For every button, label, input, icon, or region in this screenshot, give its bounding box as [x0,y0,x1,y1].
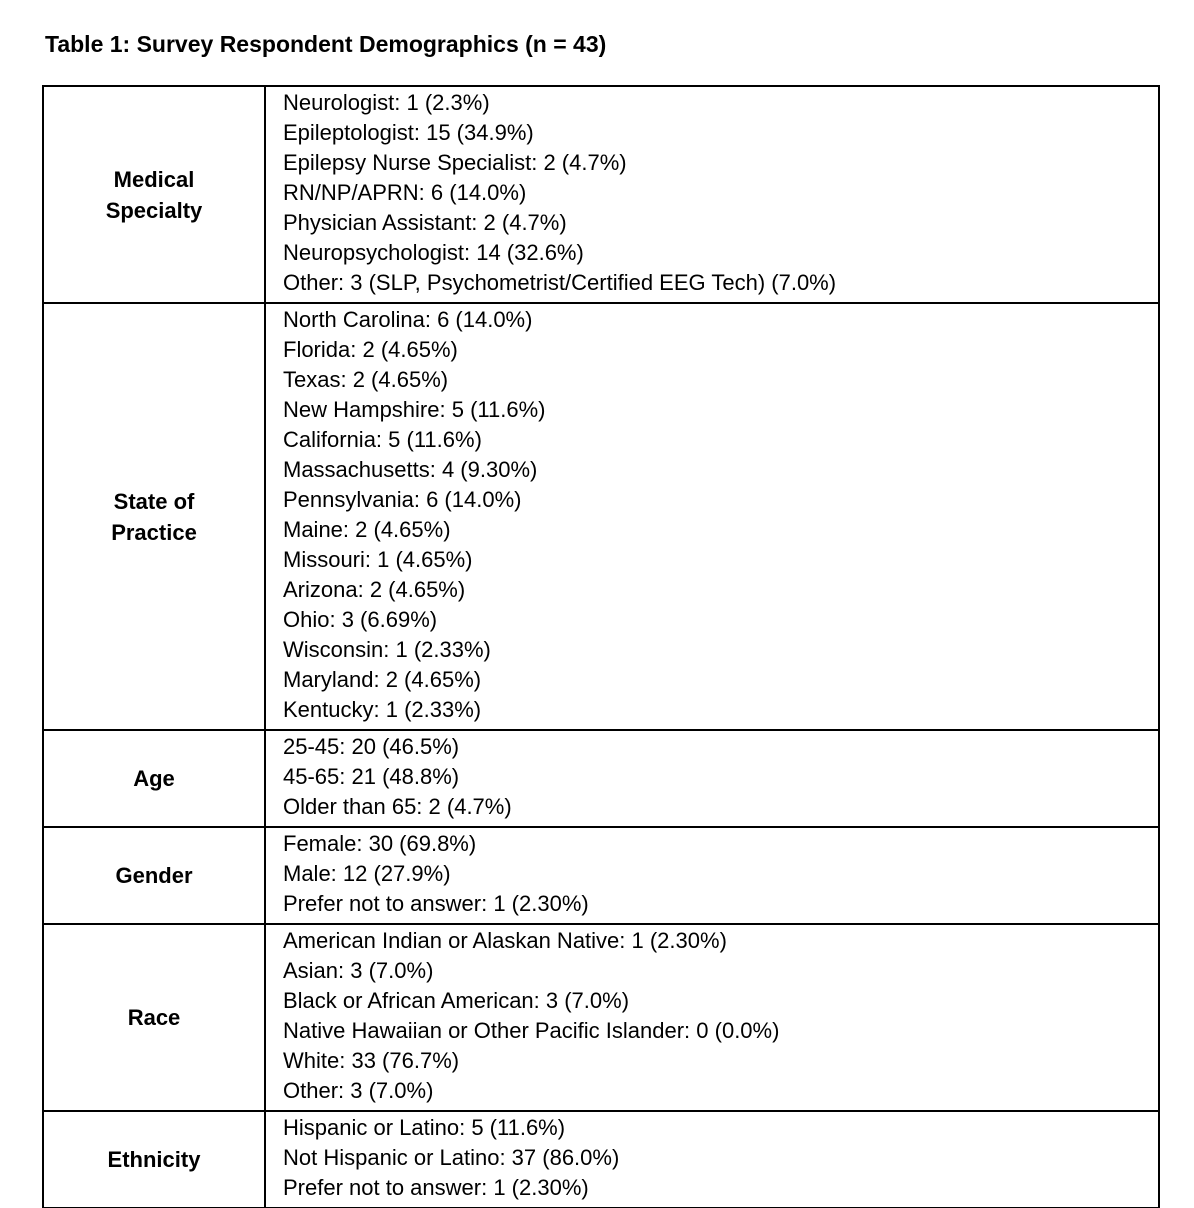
item-line: New Hampshire: 5 (11.6%) [283,397,546,422]
items-cell: North Carolina: 6 (14.0%) Florida: 2 (4.6… [264,302,1160,731]
category-cell: Gender [42,826,266,925]
items-cell: American Indian or Alaskan Native: 1 (2.… [264,923,1160,1112]
item-line: Epilepsy Nurse Specialist: 2 (4.7%) [283,150,627,175]
item-line: North Carolina: 6 (14.0%) [283,307,533,332]
item-line: Ohio: 3 (6.69%) [283,607,438,632]
table-title: Table 1: Survey Respondent Demographics … [45,31,607,57]
items-cell: 25-45: 20 (46.5%) 45-65: 21 (48.8%) Older … [264,729,1160,828]
item-line: Older than 65: 2 (4.7%) [283,794,512,819]
item-line: American Indian or Alaskan Native: 1 (2.… [283,928,727,953]
table-row: Medical Specialty Neurologist: 1 (2.3%) E… [42,85,1160,304]
item-line: Massachusetts: 4 (9.30%) [283,457,538,482]
table-row: Race American Indian or Alaskan Native: … [42,923,1160,1112]
item-line: RN/NP/APRN: 6 (14.0%) [283,180,527,205]
item-line: 25-45: 20 (46.5%) [283,734,460,759]
item-line: Maine: 2 (4.65%) [283,517,451,542]
item-line: Pennsylvania: 6 (14.0%) [283,487,522,512]
item-line: Hispanic or Latino: 5 (11.6%) [283,1115,566,1140]
item-line: Florida: 2 (4.65%) [283,337,458,362]
items-cell: Female: 30 (69.8%) Male: 12 (27.9%) Prefer… [264,826,1160,925]
category-cell: Medical Specialty [42,85,266,304]
item-line: Kentucky: 1 (2.33%) [283,697,482,722]
item-line: 45-65: 21 (48.8%) [283,764,460,789]
category-cell: Ethnicity [42,1110,266,1208]
item-line: Neurologist: 1 (2.3%) [283,90,490,115]
item-line: Maryland: 2 (4.65%) [283,667,482,692]
item-line: Female: 30 (69.8%) [283,831,477,856]
item-line: Not Hispanic or Latino: 37 (86.0%) [283,1145,620,1170]
item-line: Other: 3 (7.0%) [283,1078,434,1103]
item-line: Prefer not to answer: 1 (2.30%) [283,1175,589,1200]
item-line: Prefer not to answer: 1 (2.30%) [283,891,589,916]
item-line: Physician Assistant: 2 (4.7%) [283,210,567,235]
category-cell: State of Practice [42,302,266,731]
category-cell: Race [42,923,266,1112]
table-row: Gender Female: 30 (69.8%) Male: 12 (27.9%… [42,826,1160,925]
item-line: Epileptologist: 15 (34.9%) [283,120,534,145]
item-line: Asian: 3 (7.0%) [283,958,434,983]
item-line: Black or African American: 3 (7.0%) [283,988,630,1013]
item-line: White: 33 (76.7%) [283,1048,460,1073]
items-cell: Neurologist: 1 (2.3%) Epileptologist: 15 … [264,85,1160,304]
item-line: California: 5 (11.6%) [283,427,482,452]
item-line: Missouri: 1 (4.65%) [283,547,473,572]
category-cell: Age [42,729,266,828]
item-line: Texas: 2 (4.65%) [283,367,449,392]
item-line: Native Hawaiian or Other Pacific Islande… [283,1018,780,1043]
table-row: State of Practice North Carolina: 6 (14.… [42,302,1160,731]
table-row: Ethnicity Hispanic or Latino: 5 (11.6%) N… [42,1110,1160,1208]
item-line: Neuropsychologist: 14 (32.6%) [283,240,584,265]
item-line: Wisconsin: 1 (2.33%) [283,637,491,662]
table-row: Age 25-45: 20 (46.5%) 45-65: 21 (48.8%) Ol… [42,729,1160,828]
items-cell: Hispanic or Latino: 5 (11.6%) Not Hispani… [264,1110,1160,1208]
item-line: Male: 12 (27.9%) [283,861,451,886]
item-line: Other: 3 (SLP, Psychometrist/Certified E… [283,270,837,295]
item-line: Arizona: 2 (4.65%) [283,577,466,602]
demographics-table: Medical Specialty Neurologist: 1 (2.3%) E… [42,85,1160,1208]
demographics-table-body: Medical Specialty Neurologist: 1 (2.3%) E… [42,85,1160,1208]
